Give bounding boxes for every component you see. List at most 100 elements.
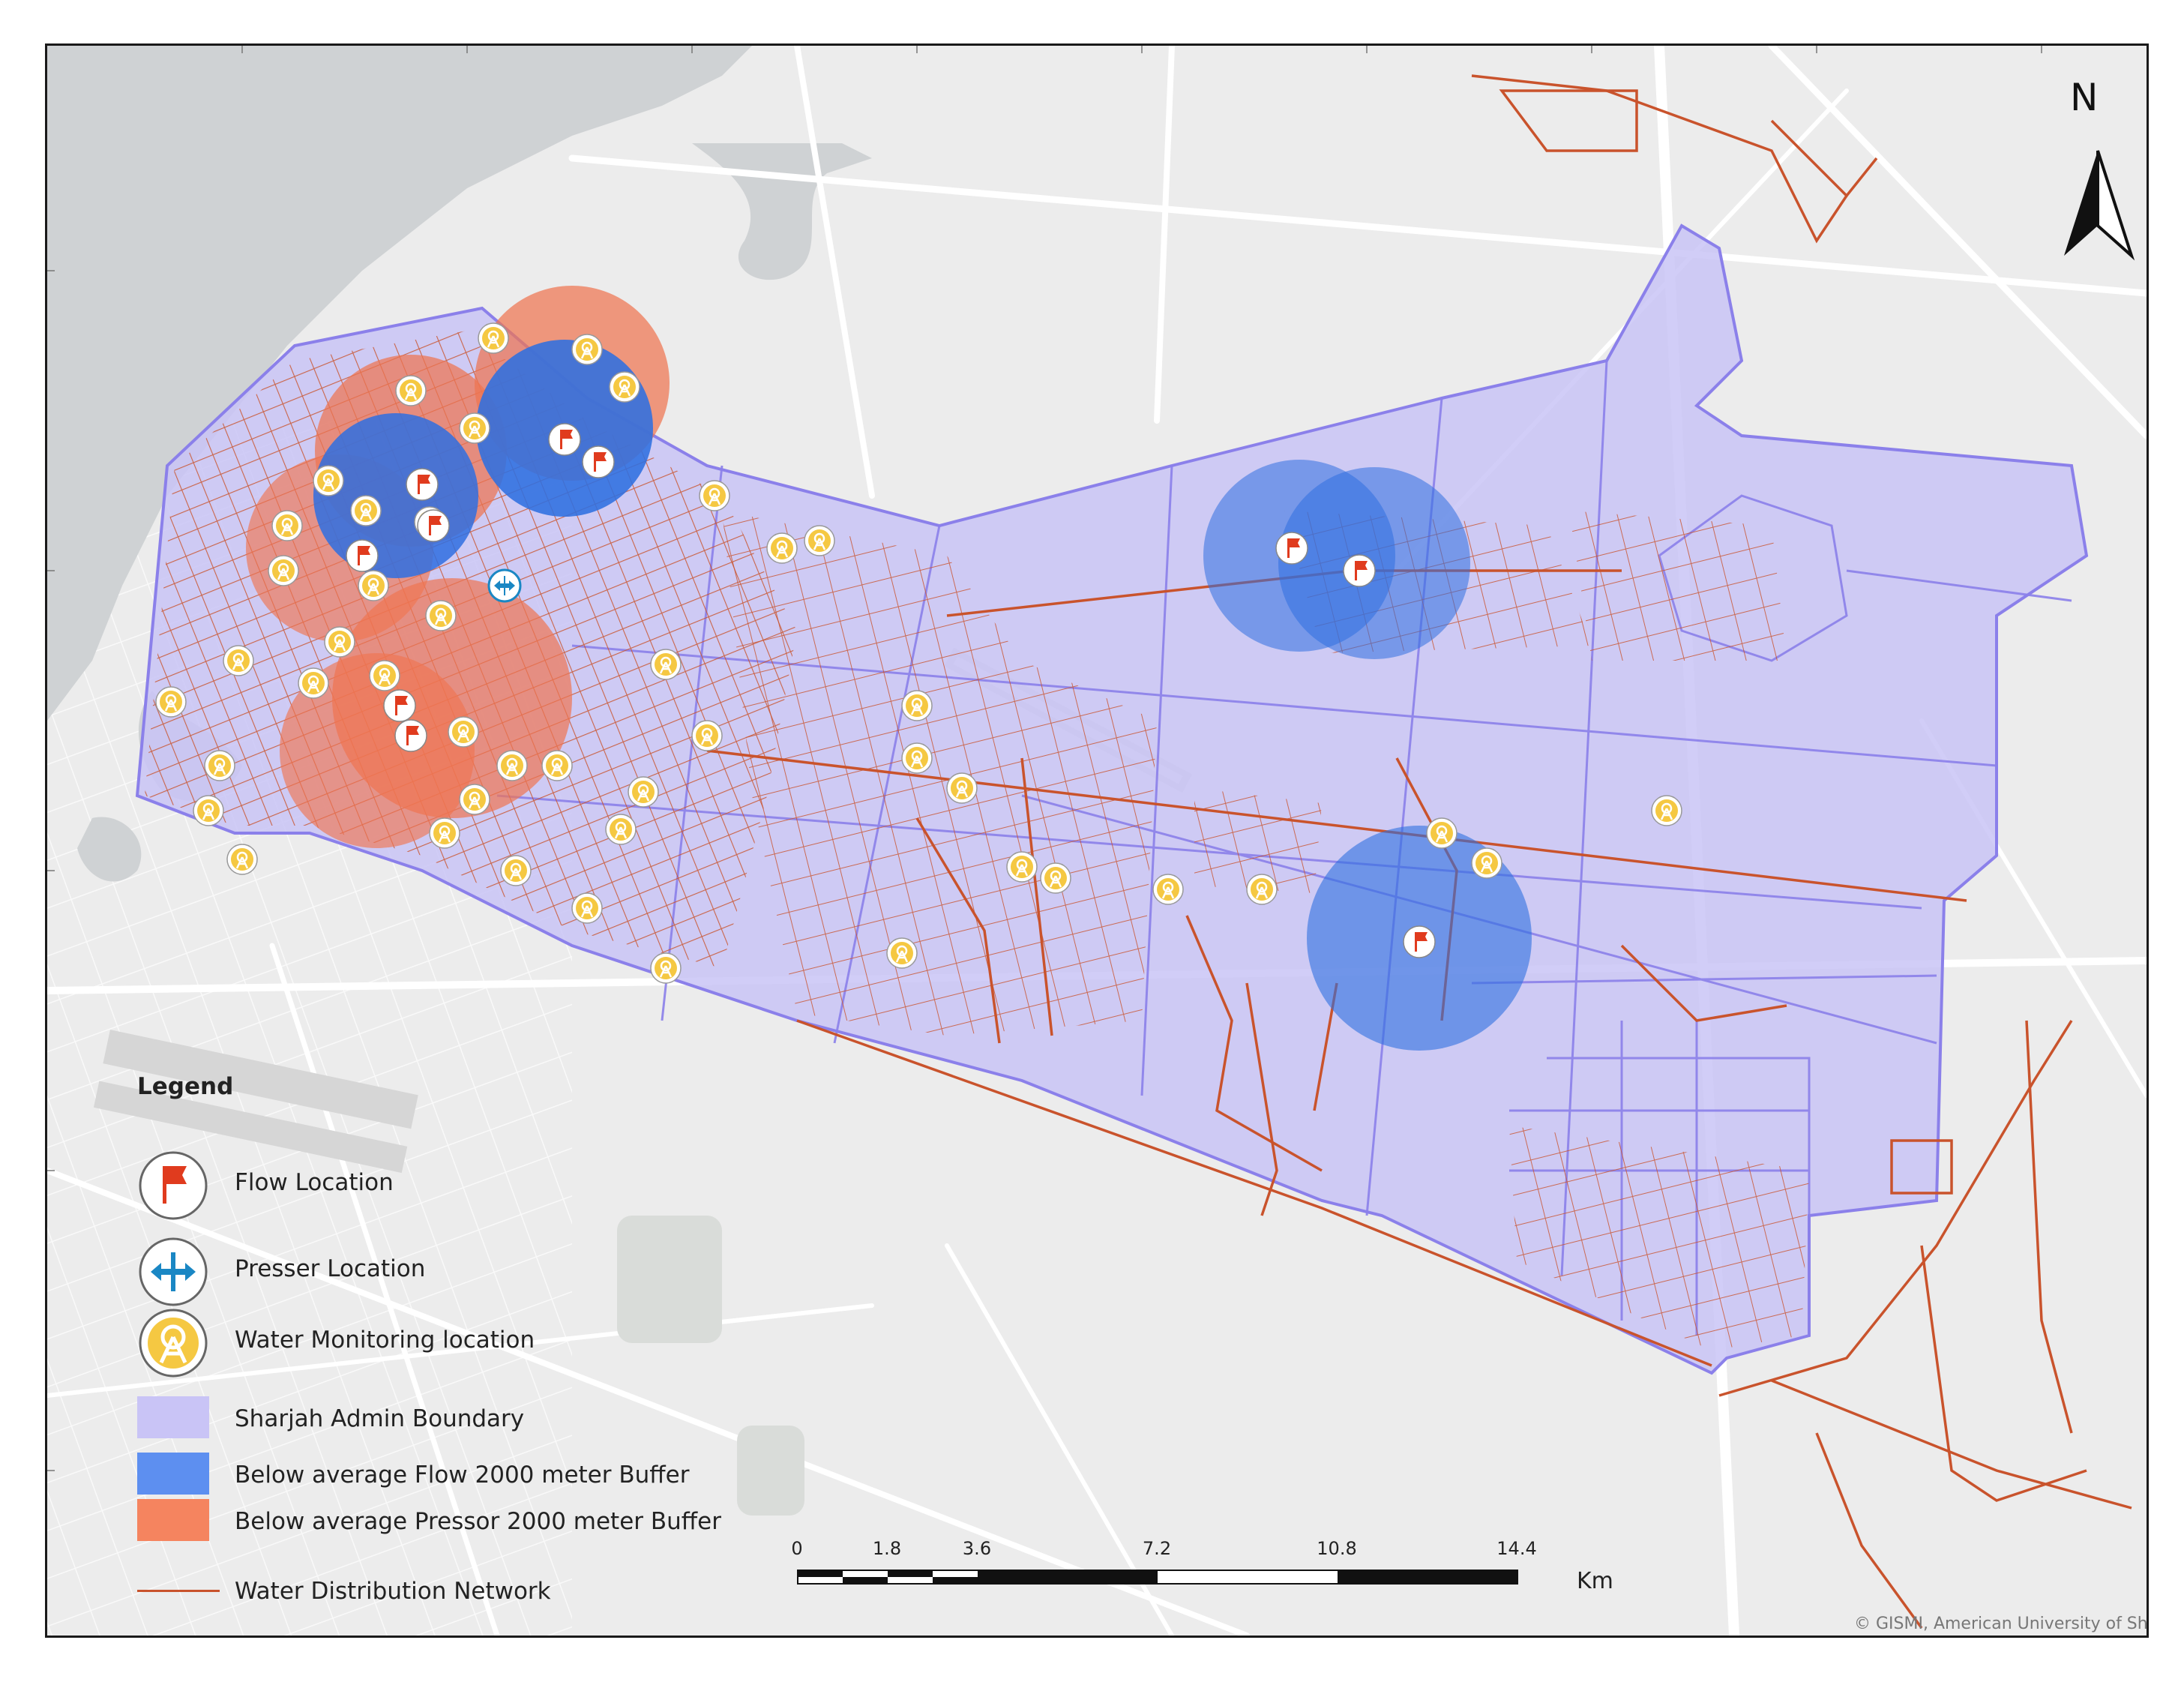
- map-canvas[interactable]: [47, 46, 2147, 1636]
- orange-swatch: [137, 1499, 209, 1541]
- park-area: [617, 1216, 722, 1343]
- water-monitoring-marker[interactable]: [605, 814, 637, 845]
- water-monitoring-marker[interactable]: [650, 649, 682, 680]
- water-monitoring-marker[interactable]: [193, 795, 224, 826]
- water-monitoring-marker[interactable]: [804, 525, 835, 556]
- water-monitoring-marker[interactable]: [350, 495, 382, 526]
- legend-label: Below average Flow 2000 meter Buffer: [235, 1462, 690, 1489]
- flow-location-marker[interactable]: [1403, 925, 1436, 958]
- water-monitoring-marker[interactable]: [901, 690, 933, 721]
- water-monitoring-marker[interactable]: [650, 952, 682, 984]
- water-monitoring-marker[interactable]: [1651, 795, 1682, 826]
- scale-tick-label: 0: [791, 1538, 803, 1559]
- water-monitoring-marker[interactable]: [946, 772, 978, 804]
- water-monitoring-marker[interactable]: [448, 716, 479, 748]
- water-monitoring-marker[interactable]: [571, 334, 603, 365]
- water-monitoring-marker[interactable]: [155, 686, 187, 718]
- water-monitoring-marker[interactable]: [699, 480, 730, 511]
- legend-item-water-monitoring: Water Monitoring location: [92, 1309, 737, 1378]
- water-monitoring-marker[interactable]: [429, 817, 460, 849]
- water-monitoring-marker[interactable]: [226, 844, 258, 875]
- lagoon-1: [692, 143, 872, 280]
- flow-location-marker[interactable]: [383, 689, 416, 722]
- water-monitoring-marker[interactable]: [459, 784, 490, 815]
- water-monitoring-marker[interactable]: [628, 776, 659, 808]
- scale-tick-label: 10.8: [1317, 1538, 1357, 1559]
- pressure-location-marker[interactable]: [487, 568, 522, 603]
- water-monitoring-marker[interactable]: [886, 937, 918, 969]
- water-monitoring-marker[interactable]: [1246, 874, 1278, 905]
- water-monitoring-marker[interactable]: [268, 555, 299, 586]
- map-frame[interactable]: N Legend Flow Location Presser Location: [45, 43, 2149, 1638]
- water-monitoring-marker[interactable]: [901, 742, 933, 774]
- red-flag-icon: [139, 1151, 208, 1220]
- water-monitoring-marker[interactable]: [1471, 847, 1502, 879]
- scale-tick-label: 14.4: [1496, 1538, 1537, 1559]
- flow-location-marker[interactable]: [582, 445, 615, 478]
- water-monitoring-marker[interactable]: [313, 465, 344, 496]
- legend-label: Sharjah Admin Boundary: [235, 1405, 525, 1432]
- legend-item-presser-location: Presser Location: [92, 1237, 737, 1306]
- airport-runway-west: [93, 1030, 418, 1174]
- legend-label: Below average Pressor 2000 meter Buffer: [235, 1508, 721, 1535]
- scale-tick-label: 1.8: [872, 1538, 902, 1559]
- water-monitoring-marker[interactable]: [223, 645, 254, 676]
- frame-ticks: [47, 46, 2042, 1471]
- legend-label: Flow Location: [235, 1169, 394, 1196]
- flow-buffer: [1278, 467, 1470, 659]
- park-area-2: [737, 1426, 804, 1516]
- scale-unit: Km: [1577, 1568, 1613, 1594]
- water-monitoring-marker[interactable]: [1006, 851, 1038, 883]
- legend-item-flow-buffer: Below average Flow 2000 meter Buffer: [92, 1448, 737, 1501]
- north-arrow-icon: [2064, 150, 2135, 261]
- flow-location-marker[interactable]: [1343, 554, 1376, 587]
- legend-item-network: Water Distribution Network: [92, 1564, 737, 1617]
- legend-title: Legend: [137, 1073, 234, 1100]
- network-south-block: [1509, 1126, 1809, 1351]
- double-arrow-icon: [494, 576, 515, 595]
- water-monitoring-marker[interactable]: [609, 371, 640, 403]
- water-monitoring-marker[interactable]: [1040, 862, 1071, 894]
- scale-tick-label: 3.6: [962, 1538, 992, 1559]
- water-monitoring-marker[interactable]: [691, 720, 723, 751]
- legend-label: Water Distribution Network: [235, 1578, 551, 1605]
- water-monitoring-marker[interactable]: [500, 855, 532, 886]
- network-east-block: [1569, 511, 1787, 661]
- flow-location-marker[interactable]: [417, 509, 450, 542]
- water-monitoring-marker[interactable]: [459, 412, 490, 444]
- legend-label: Water Monitoring location: [235, 1327, 535, 1354]
- legend-item-admin-boundary: Sharjah Admin Boundary: [92, 1392, 737, 1444]
- water-monitoring-marker[interactable]: [395, 375, 427, 406]
- water-monitoring-marker[interactable]: [271, 510, 303, 541]
- flow-location-marker[interactable]: [406, 468, 439, 501]
- copyright-text: © GISMI, American University of Sharjah: [1854, 1615, 2148, 1633]
- water-monitoring-marker[interactable]: [324, 626, 355, 658]
- water-monitoring-marker[interactable]: [571, 892, 603, 924]
- water-monitoring-marker[interactable]: [478, 322, 509, 354]
- flow-location-marker[interactable]: [394, 719, 427, 752]
- water-monitoring-marker[interactable]: [298, 667, 329, 699]
- purple-swatch: [137, 1396, 209, 1438]
- water-monitoring-marker[interactable]: [358, 570, 389, 601]
- water-monitoring-marker[interactable]: [766, 532, 798, 564]
- lagoon-3: [77, 817, 142, 882]
- water-monitoring-marker[interactable]: [425, 600, 457, 631]
- legend-item-pressure-buffer: Below average Pressor 2000 meter Buffer: [92, 1495, 737, 1547]
- water-monitoring-marker[interactable]: [1426, 817, 1457, 849]
- flow-location-marker[interactable]: [548, 423, 581, 456]
- scale-tick-label: 7.2: [1142, 1538, 1172, 1559]
- blue-swatch: [137, 1453, 209, 1495]
- network-trunk-lines: [706, 74, 2132, 1630]
- flow-location-marker[interactable]: [1275, 532, 1308, 565]
- water-monitoring-marker[interactable]: [1152, 874, 1184, 905]
- network-mid-block: [1194, 788, 1322, 893]
- water-monitoring-marker[interactable]: [496, 750, 528, 781]
- scale-bar: 0 1.8 3.6 7.2 10.8 14.4 Km: [791, 1538, 1622, 1621]
- red-line: [137, 1590, 220, 1592]
- flow-location-marker[interactable]: [346, 539, 379, 572]
- water-monitoring-marker[interactable]: [369, 660, 400, 691]
- flow-buffer: [313, 413, 478, 578]
- water-monitoring-marker[interactable]: [541, 750, 573, 781]
- legend-label: Presser Location: [235, 1255, 426, 1282]
- water-monitoring-marker[interactable]: [204, 750, 235, 781]
